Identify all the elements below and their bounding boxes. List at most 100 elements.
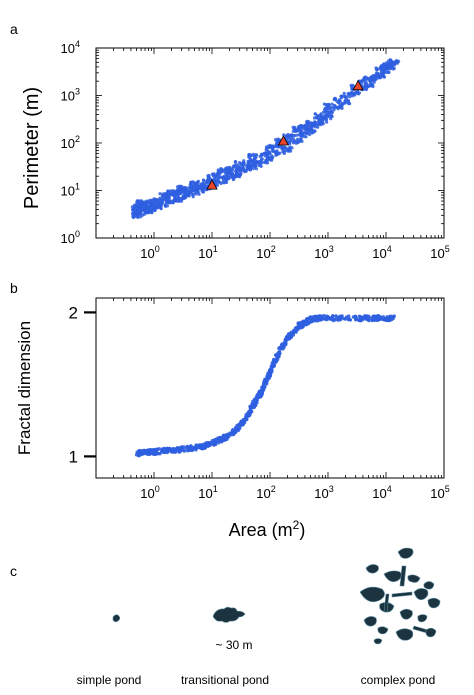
data-point [354,318,358,322]
data-point [297,325,302,329]
data-point [152,447,157,452]
data-point [380,64,384,68]
data-point [288,148,292,152]
data-point [196,182,200,186]
data-point [174,199,178,203]
data-point [295,139,299,143]
caption-transitional-pond: transitional pond [181,673,269,687]
data-point [347,314,351,318]
data-point [330,102,334,106]
data-point [270,369,274,374]
data-point [317,119,321,123]
chart-b-y-tick-labels: 12 [69,303,78,466]
data-point [152,197,156,201]
data-point [212,443,216,447]
data-point [283,148,287,152]
data-point [324,106,328,110]
data-point [161,195,165,199]
data-point [248,156,252,161]
data-point [347,317,352,321]
chart-b-scatter-points [134,314,396,458]
data-point [267,145,271,149]
data-point [303,134,307,139]
data-point [173,193,177,198]
data-point [314,314,318,319]
data-point [169,189,173,193]
data-point [325,113,329,118]
data-point [341,94,345,98]
data-point [179,196,183,201]
data-point [368,316,373,320]
data-point [224,437,228,441]
data-point [145,448,149,453]
data-point [270,154,274,158]
data-point [220,435,224,440]
data-point [371,84,375,88]
data-point [345,95,349,99]
data-point [350,87,354,91]
data-point [270,144,274,148]
data-point [241,166,245,170]
data-point [162,447,167,451]
chart-b-fractal-vs-area: 12 100 101 102 103 104 105 Fractal dimension … [15,297,450,540]
x-tick-label: 104 [372,244,391,261]
data-point [395,60,399,64]
data-point [158,192,162,196]
data-point [253,156,257,160]
x-tick-label: 102 [256,484,275,501]
data-point [194,184,198,188]
data-point [303,320,308,325]
data-point [375,67,379,71]
data-point [350,90,354,94]
data-point [390,62,394,66]
data-point [270,148,274,152]
data-point [282,133,286,137]
caption-complex-pond: complex pond [361,673,436,687]
data-point [196,179,200,183]
data-point [165,198,170,203]
data-point [193,187,197,191]
data-point [326,103,331,107]
data-point [178,192,182,196]
panel-label-a: a [10,21,18,37]
data-point [305,129,309,133]
data-point [293,139,297,143]
data-point [255,398,259,402]
data-point [241,161,245,165]
data-point [197,446,202,450]
data-point [139,211,143,215]
data-point [386,70,390,74]
data-point [137,448,142,453]
data-point [221,180,225,184]
data-point [202,178,206,182]
data-point [233,163,238,167]
data-point [148,208,152,212]
transitional-pond-shape [212,606,246,623]
data-point [264,152,268,156]
data-point [335,105,339,109]
y-tick-label: 104 [61,39,80,56]
data-point [171,447,175,451]
data-point [346,100,350,104]
data-point [255,153,259,157]
data-point [315,115,319,119]
data-point [273,361,277,365]
data-point [379,72,384,76]
data-point [259,391,263,396]
data-point [178,449,182,454]
data-point [132,214,137,218]
data-point [382,75,386,79]
data-point [331,318,335,323]
data-point [201,187,205,191]
chart-a-highlight-markers [206,79,364,190]
data-point [250,153,254,157]
data-point [348,95,352,99]
data-point [283,342,287,346]
data-point [178,199,182,203]
data-point [364,87,368,92]
data-point [286,136,291,140]
data-point [377,317,382,321]
data-point [263,384,267,388]
x-tick-label: 101 [198,244,217,261]
